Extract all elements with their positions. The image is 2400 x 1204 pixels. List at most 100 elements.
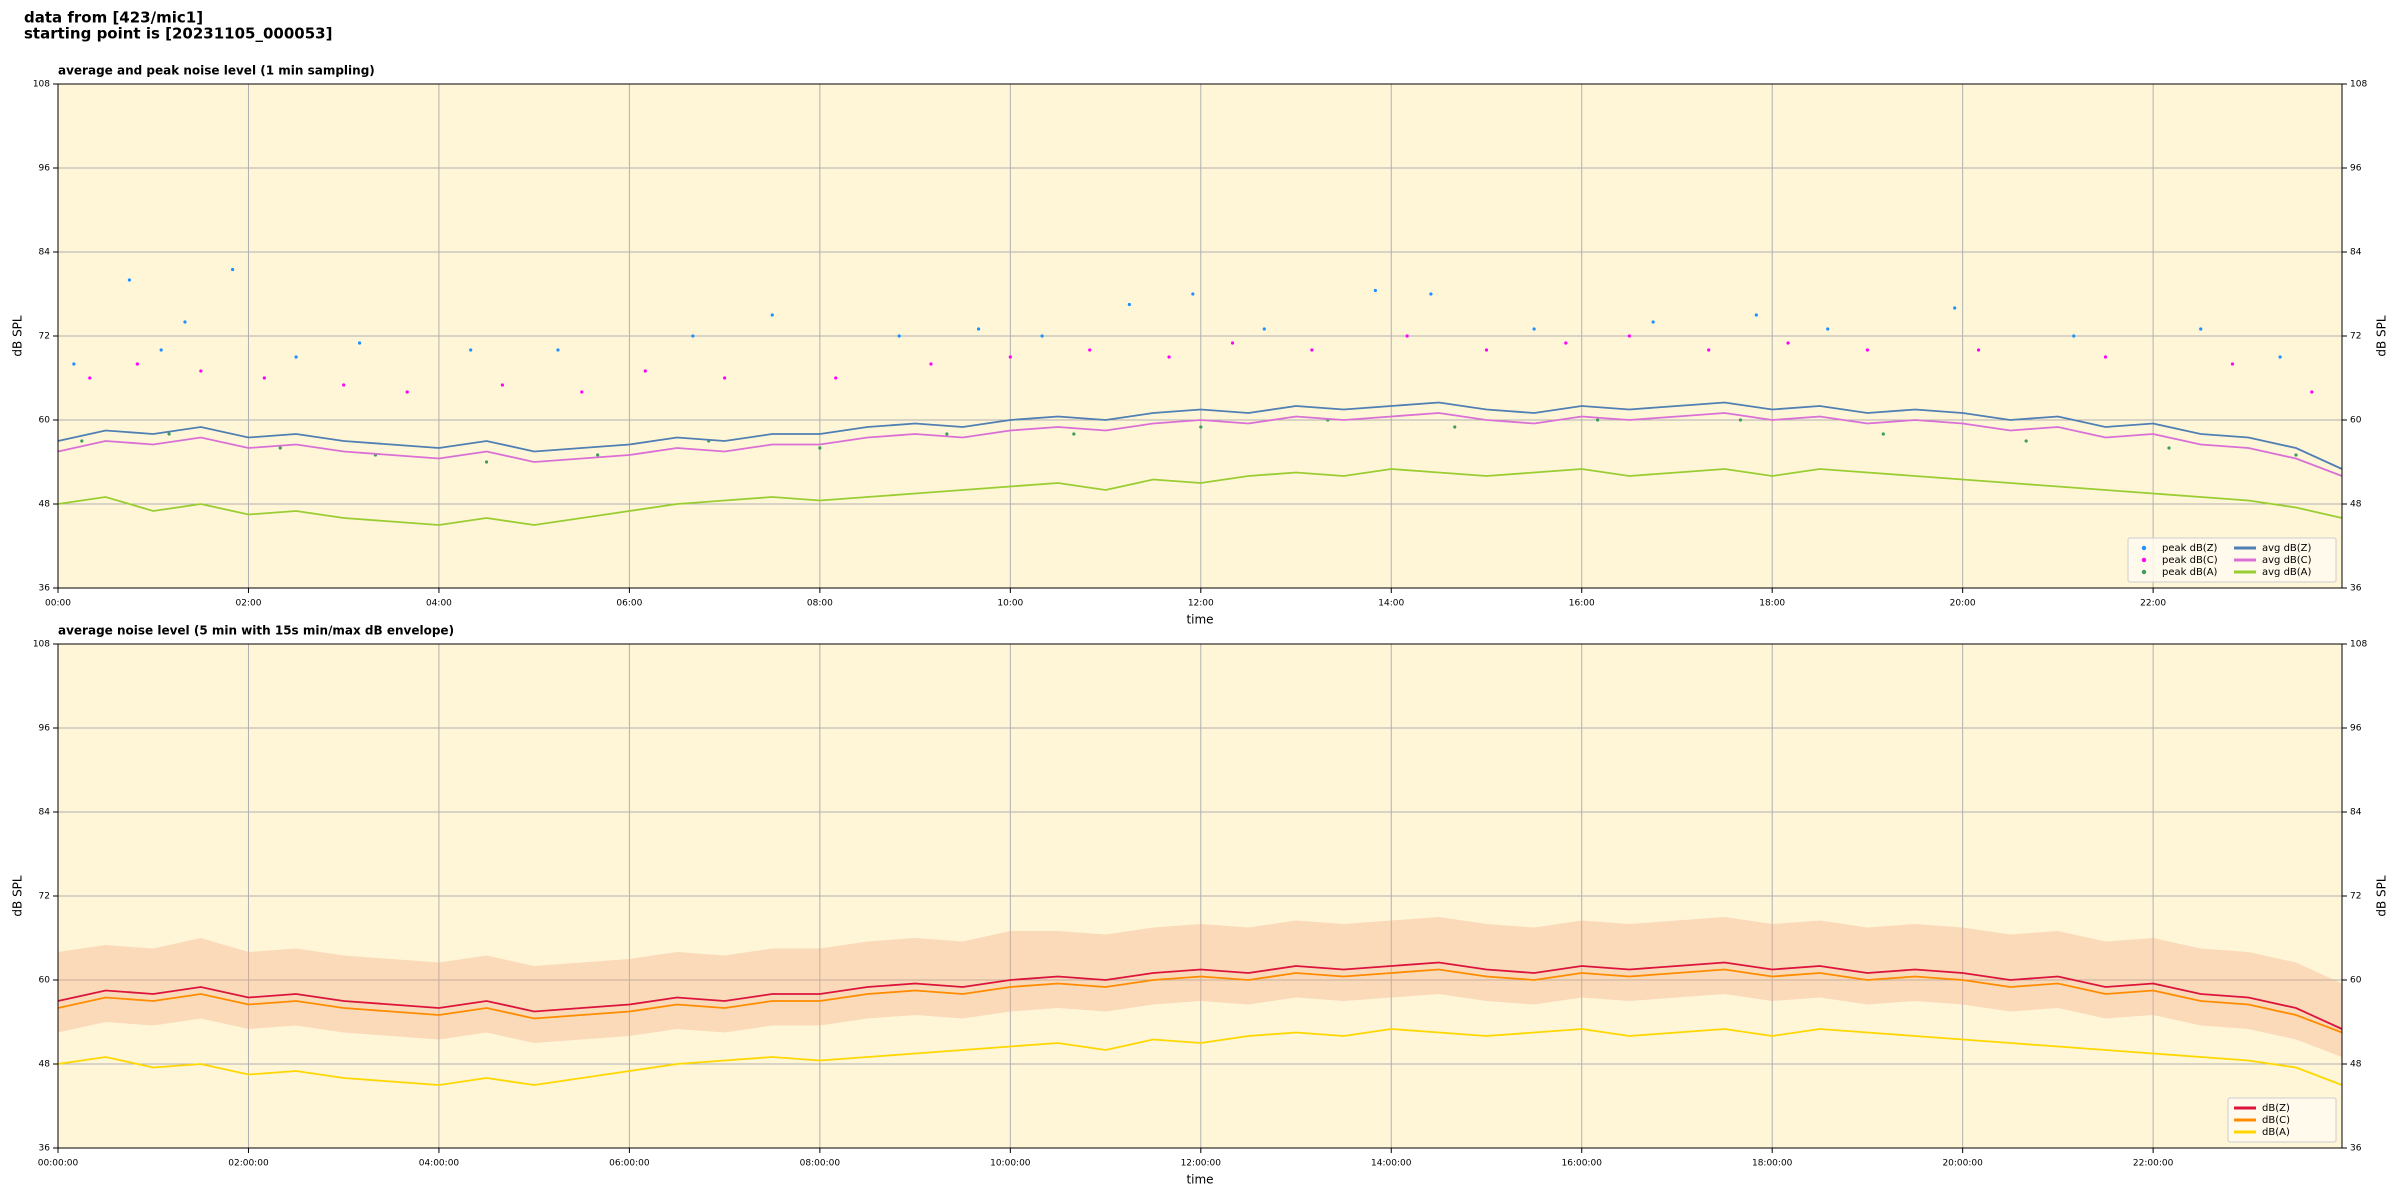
peak-point [135, 362, 139, 366]
peak-point [929, 362, 933, 366]
x-tick-label: 16:00 [1569, 599, 1595, 609]
y2-tick-label: 72 [2350, 892, 2361, 902]
peak-point [1191, 292, 1195, 296]
y2-tick-label: 36 [2350, 584, 2362, 594]
x-tick-label: 22:00 [2140, 599, 2166, 609]
series-line [57, 412, 2343, 477]
legend-marker [2141, 557, 2147, 563]
x-tick-label: 00:00 [45, 599, 71, 609]
peak-point [405, 390, 409, 394]
peak-point [945, 432, 949, 436]
peak-point [1429, 292, 1433, 296]
x-tick-label: 18:00 [1759, 599, 1785, 609]
peak-point [1373, 288, 1377, 293]
legend-label: peak dB(C) [2162, 555, 2218, 566]
x-tick-label: 08:00 [807, 599, 833, 609]
peak-point [2103, 355, 2108, 359]
peak-point [976, 327, 981, 331]
y2-tick-label: 72 [2350, 332, 2361, 342]
peak-point [262, 376, 266, 380]
peak-point [818, 446, 822, 450]
peak-point [1199, 425, 1203, 429]
peak-point [643, 369, 647, 373]
peak-point [1564, 341, 1568, 345]
legend-marker [2141, 545, 2147, 551]
peak-point [469, 348, 473, 352]
peak-point [556, 348, 560, 352]
peak-point [1627, 334, 1631, 338]
y2-tick-label: 96 [2350, 164, 2362, 174]
peak-point [1040, 334, 1044, 338]
y-axis-label: dB SPL [11, 875, 25, 917]
x-tick-label: 08:00:00 [800, 1159, 841, 1169]
legend-label: peak dB(A) [2162, 567, 2218, 578]
peak-point [1953, 306, 1957, 310]
peak-point [88, 376, 92, 380]
peak-point [1405, 334, 1409, 338]
peak-point [1262, 327, 1266, 331]
y-axis-label: dB SPL [11, 315, 25, 357]
legend-label: avg dB(Z) [2262, 543, 2312, 554]
y2-tick-label: 48 [2350, 500, 2362, 510]
peak-point [1754, 313, 1758, 317]
series-line [57, 1028, 2343, 1086]
y2-tick-label: 60 [2350, 976, 2362, 986]
peak-point [230, 267, 235, 272]
x-tick-label: 06:00 [616, 599, 642, 609]
peak-point [127, 278, 132, 282]
peak-point [357, 341, 362, 345]
x-tick-label: 04:00 [426, 599, 452, 609]
y2-tick-label: 36 [2350, 1144, 2362, 1154]
y-tick-label: 84 [39, 248, 51, 258]
y-tick-label: 108 [33, 640, 50, 650]
envelope [58, 917, 2342, 1057]
peak-point [2294, 453, 2298, 457]
peak-point [2072, 334, 2076, 338]
chart-title: average noise level (5 min with 15s min/… [58, 624, 454, 638]
x-tick-label: 12:00 [1188, 599, 1214, 609]
header-line: starting point is [20231105_000053] [24, 25, 332, 43]
peak-point [2310, 390, 2314, 394]
peak-point [2024, 439, 2028, 443]
header-line: data from [423/mic1] [24, 9, 203, 27]
peak-point [72, 362, 76, 366]
x-tick-label: 14:00 [1378, 599, 1404, 609]
y-tick-label: 108 [33, 80, 50, 90]
peak-point [1595, 418, 1600, 422]
peak-point [1881, 432, 1885, 436]
peak-point [723, 376, 727, 380]
peak-point [1453, 425, 1457, 429]
legend-marker [2141, 569, 2147, 575]
chart-title: average and peak noise level (1 min samp… [58, 64, 375, 78]
x-tick-label: 20:00:00 [1942, 1159, 1983, 1169]
y2-tick-label: 84 [2350, 808, 2362, 818]
plot-frame [57, 83, 2343, 589]
peak-point [159, 348, 163, 352]
y2-axis-label: dB SPL [2375, 315, 2389, 357]
y-tick-label: 48 [39, 1060, 51, 1070]
peak-point [2167, 446, 2171, 450]
peak-point [167, 432, 171, 436]
peak-point [1651, 320, 1655, 324]
peak-point [580, 390, 584, 394]
legend-label: dB(Z) [2262, 1103, 2290, 1114]
peak-point [1072, 432, 1076, 436]
y-tick-label: 48 [39, 500, 51, 510]
x-tick-label: 04:00:00 [419, 1159, 460, 1169]
x-tick-label: 10:00:00 [990, 1159, 1031, 1169]
peak-point [1127, 302, 1131, 307]
x-tick-label: 06:00:00 [609, 1159, 650, 1169]
peak-point [1707, 348, 1711, 352]
x-tick-label: 02:00:00 [228, 1159, 269, 1169]
plot-frame [57, 643, 2343, 1149]
y2-tick-label: 108 [2350, 80, 2367, 90]
y-tick-label: 84 [39, 808, 51, 818]
y-tick-label: 96 [39, 724, 51, 734]
peak-point [278, 446, 282, 450]
y-tick-label: 72 [39, 892, 50, 902]
legend-label: peak dB(Z) [2162, 543, 2218, 554]
x-tick-label: 10:00 [997, 599, 1023, 609]
y2-tick-label: 96 [2350, 724, 2362, 734]
y-tick-label: 60 [39, 416, 51, 426]
